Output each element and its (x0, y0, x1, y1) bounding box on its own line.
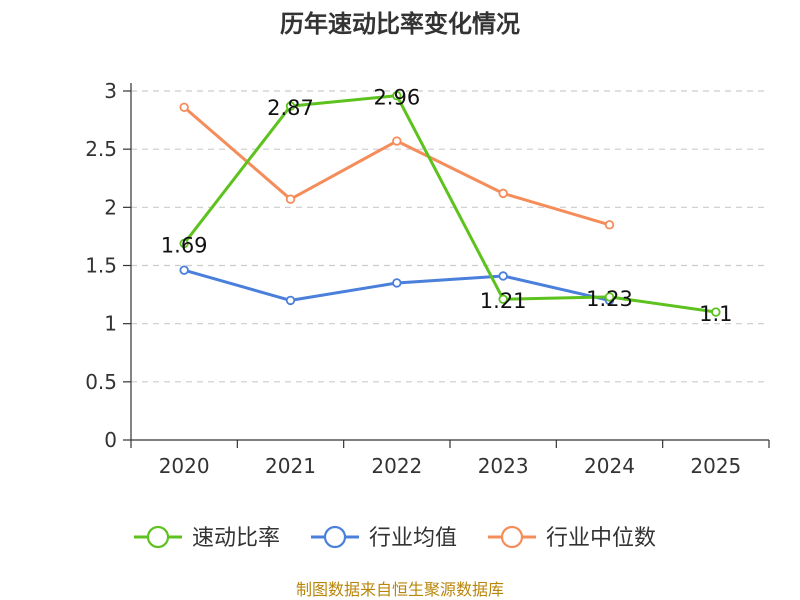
legend-marker-icon (500, 525, 524, 549)
legend-label: 行业均值 (369, 526, 457, 551)
legend-item[interactable]: 行业中位数 (488, 525, 656, 551)
data-point (392, 90, 402, 101)
y-tick-label: 1.5 (85, 254, 117, 278)
data-labels: 1.69 2.87 2.96 1.21 1.23 1.1 (161, 86, 733, 326)
y-tick-label: 1 (104, 312, 117, 336)
data-point (392, 278, 402, 288)
x-tick-label: 2024 (584, 454, 635, 478)
data-point (498, 188, 508, 199)
source-note: 制图数据来自恒生聚源数据库 (296, 580, 504, 599)
data-point (179, 102, 189, 112)
data-label: 1.1 (699, 302, 732, 326)
data-point (392, 136, 402, 146)
data-point (711, 307, 721, 317)
legend[interactable]: 速动比率 行业均值 行业中位数 (134, 525, 656, 551)
data-point (604, 220, 615, 230)
series-line (182, 94, 717, 314)
data-label: 2.87 (267, 96, 314, 120)
y-tick-label: 0.5 (85, 370, 117, 394)
data-point (498, 294, 508, 304)
x-tick-label: 2022 (371, 454, 422, 478)
data-point (179, 265, 189, 275)
data-point (285, 194, 296, 204)
legend-item[interactable]: 速动比率 (134, 525, 280, 551)
y-tick-label: 0 (104, 428, 117, 452)
legend-marker-icon (146, 525, 170, 549)
axes: 0 0.5 1 1.5 2 2.5 3 2020 2021 2022 2023 2024 2025 (85, 79, 770, 478)
grid-lines (131, 90, 769, 383)
legend-item[interactable]: 行业均值 (311, 525, 457, 551)
x-tick-label: 2025 (690, 454, 741, 478)
data-point (498, 271, 508, 281)
data-point (604, 292, 615, 302)
data-label: 1.69 (161, 233, 208, 257)
y-tick-label: 2.5 (85, 137, 117, 161)
y-tick-label: 2 (104, 195, 117, 219)
x-tick-label: 2023 (478, 454, 529, 478)
chart-title: 历年速动比率变化情况 (280, 10, 520, 38)
x-tick-label: 2021 (265, 454, 316, 478)
data-label: 1.21 (480, 289, 527, 313)
data-point (179, 238, 189, 249)
x-tick-label: 2020 (159, 454, 210, 478)
legend-label: 行业中位数 (546, 526, 656, 551)
data-label: 1.23 (586, 287, 633, 311)
legend-label: 速动比率 (192, 526, 280, 551)
data-point (285, 295, 296, 306)
data-point (285, 101, 296, 111)
data-label: 2.96 (373, 86, 420, 110)
legend-marker-icon (323, 525, 347, 549)
y-tick-label: 3 (104, 79, 117, 103)
series-group (179, 90, 721, 317)
